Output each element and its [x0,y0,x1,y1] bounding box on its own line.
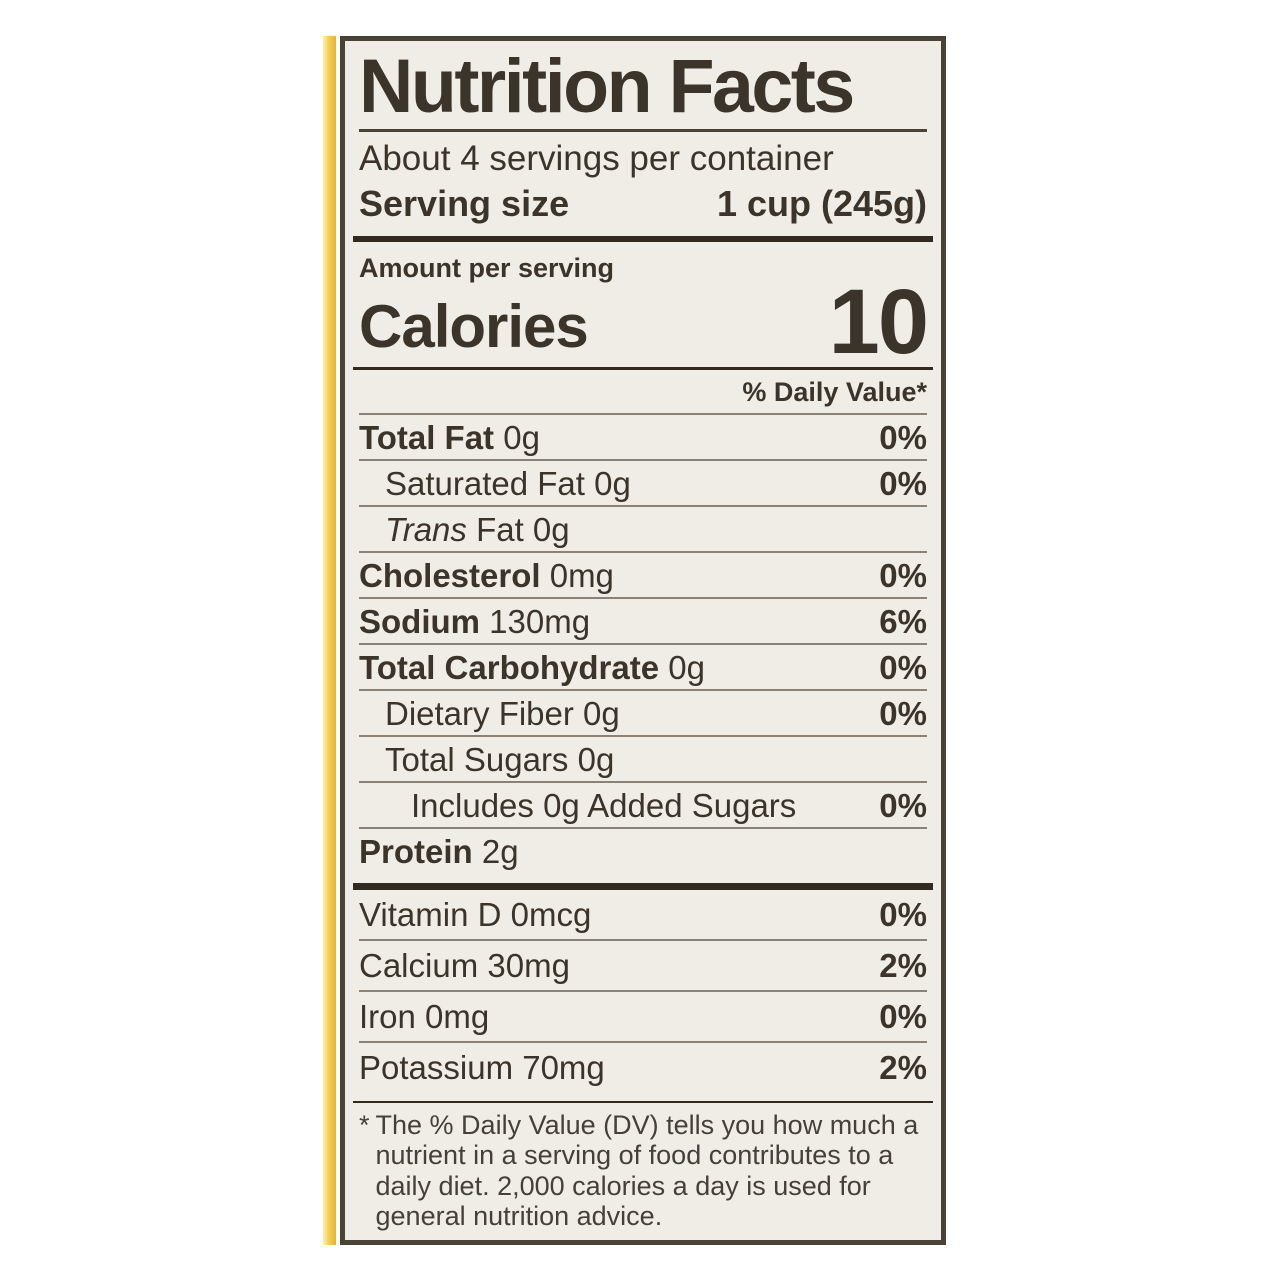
nutrient-daily-value: 0% [879,419,927,457]
section-bar-calories [353,367,933,371]
label-title: Nutrition Facts [359,44,855,129]
nutrient-row: Sodium 130mg 6% [359,597,927,643]
micronutrient-row: Vitamin D 0mcg 0% [359,890,927,939]
serving-size-label: Serving size [359,183,570,224]
serving-size-row: Serving size 1 cup (245g) [359,179,927,225]
nutrition-facts-label: Nutrition Facts About 4 servings per con… [340,36,946,1245]
nutrient-name-amount: Protein 2g [359,833,519,871]
nutrient-row: Total Sugars 0g [359,735,927,781]
nutrient-daily-value: 0% [879,649,927,687]
nutrient-row: Total Fat 0g 0% [359,413,927,459]
nutrient-name-amount: Saturated Fat 0g [385,465,631,503]
nutrient-daily-value: 0% [879,787,927,825]
nutrient-name-amount: Includes 0g Added Sugars [411,787,797,825]
micronutrient-row: Potassium 70mg 2% [359,1040,927,1092]
nutrient-name-amount: Calcium 30mg [359,946,570,984]
nutrient-row: Dietary Fiber 0g 0% [359,689,927,735]
nutrient-row: Includes 0g Added Sugars 0% [359,781,927,827]
nutrient-row: Protein 2g [359,827,927,873]
section-bar-footnote [353,1100,933,1103]
nutrient-daily-value: 6% [879,603,927,641]
nutrient-daily-value: 2% [879,1048,927,1086]
section-bar-top [353,236,933,243]
calories-label: Calories [359,293,589,361]
nutrient-daily-value: 0% [879,465,927,503]
title-divider [359,129,927,132]
nutrient-name-amount: Dietary Fiber 0g [385,695,620,733]
footnote-asterisk: * [359,1109,370,1140]
serving-size-value: 1 cup (245g) [716,183,927,224]
micronutrient-rows-section: Vitamin D 0mcg 0% Calcium 30mg 2% Iron 0mg 0%… [359,890,927,1092]
package-edge-strip [323,36,336,1245]
nutrient-name-amount: Total Fat 0g [359,419,540,457]
daily-value-header: % Daily Value* [742,377,927,408]
nutrient-rows-section: Total Fat 0g 0% Saturated Fat 0g 0% Trans Fa… [359,413,927,873]
amount-per-serving-label: Amount per serving [359,253,615,284]
nutrient-row: Saturated Fat 0g 0% [359,459,927,505]
section-bar-micronutrients [353,883,933,890]
nutrient-daily-value: 0% [879,557,927,595]
nutrient-row: Cholesterol 0mg 0% [359,551,927,597]
nutrient-name-amount: Potassium 70mg [359,1048,605,1086]
nutrient-daily-value: 0% [879,997,927,1035]
nutrient-name-amount: Total Sugars 0g [385,741,615,779]
calories-value: 10 [828,271,929,374]
micronutrient-row: Calcium 30mg 2% [359,938,927,990]
nutrient-name-amount: Vitamin D 0mcg [359,895,592,933]
nutrient-daily-value: 0% [879,695,927,733]
nutrient-name-amount: Cholesterol 0mg [359,557,614,595]
nutrient-name-amount: Trans Fat 0g [385,511,570,549]
nutrient-name-amount: Iron 0mg [359,997,490,1035]
nutrient-row: Total Carbohydrate 0g 0% [359,643,927,689]
nutrient-name-amount: Sodium 130mg [359,603,591,641]
nutrient-daily-value: 0% [879,895,927,933]
servings-per-container: About 4 servings per container [359,139,834,178]
nutrient-daily-value: 2% [879,946,927,984]
nutrient-row: Trans Fat 0g [359,505,927,551]
footnote-text: The % Daily Value (DV) tells you how muc… [375,1109,919,1232]
nutrient-name-amount: Total Carbohydrate 0g [359,649,705,687]
micronutrient-row: Iron 0mg 0% [359,989,927,1041]
calories-row: Calories 10 [359,271,929,374]
footnote: * The % Daily Value (DV) tells you how m… [359,1103,927,1232]
